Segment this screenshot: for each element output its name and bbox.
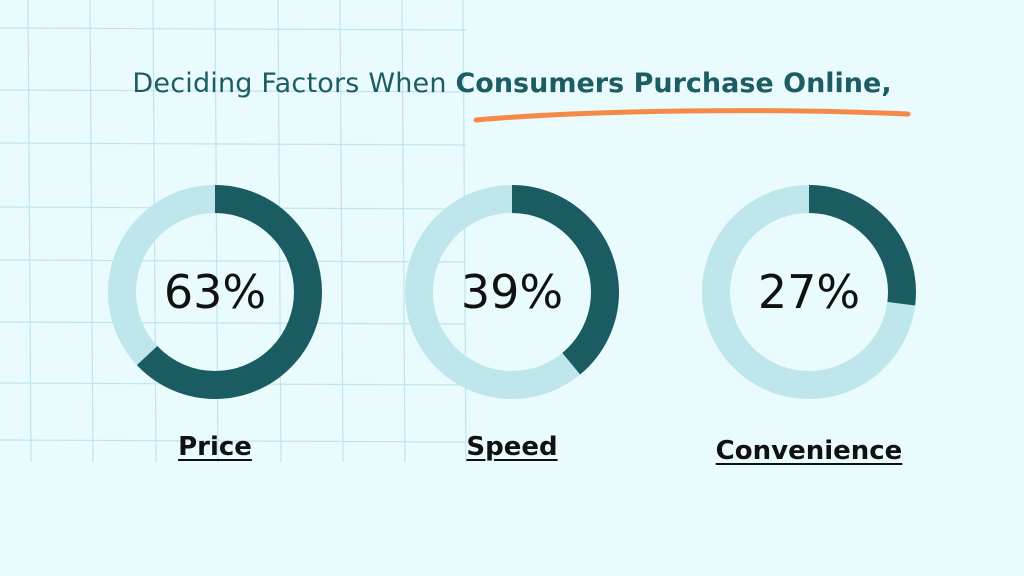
grid-line-horizontal [0,259,467,263]
donut-value-arc [702,185,916,399]
grid-line-vertical [27,0,32,463]
title-highlight: Consumers Purchase Online, [455,68,892,99]
grid-line-horizontal [0,142,467,146]
donut-speed: 39% [402,182,622,402]
donut-value-arc [405,185,619,399]
donut-svg [405,185,619,399]
donut-svg [702,185,916,399]
title-prefix: Deciding Factors When [132,68,456,99]
percentage-label: 39% [460,265,564,319]
grid-line-horizontal [0,27,467,31]
grid-line-horizontal [0,321,467,325]
grid-line-horizontal [0,89,467,93]
donut-price: 63% [105,182,325,402]
donut-svg [108,185,322,399]
category-label: Price [178,432,252,462]
title-accent-underline [473,108,911,123]
grid-line-vertical [89,0,94,463]
donut-convenience: 27% [699,182,919,402]
percentage-label: 63% [163,265,267,319]
percentage-label: 27% [757,265,861,319]
category-label: Convenience [715,436,903,466]
category-label: Speed [466,432,558,462]
donut-value-arc [108,185,322,399]
grid-line-horizontal [0,439,467,443]
chart-title: Deciding Factors When Consumers Purchase… [0,68,1024,99]
